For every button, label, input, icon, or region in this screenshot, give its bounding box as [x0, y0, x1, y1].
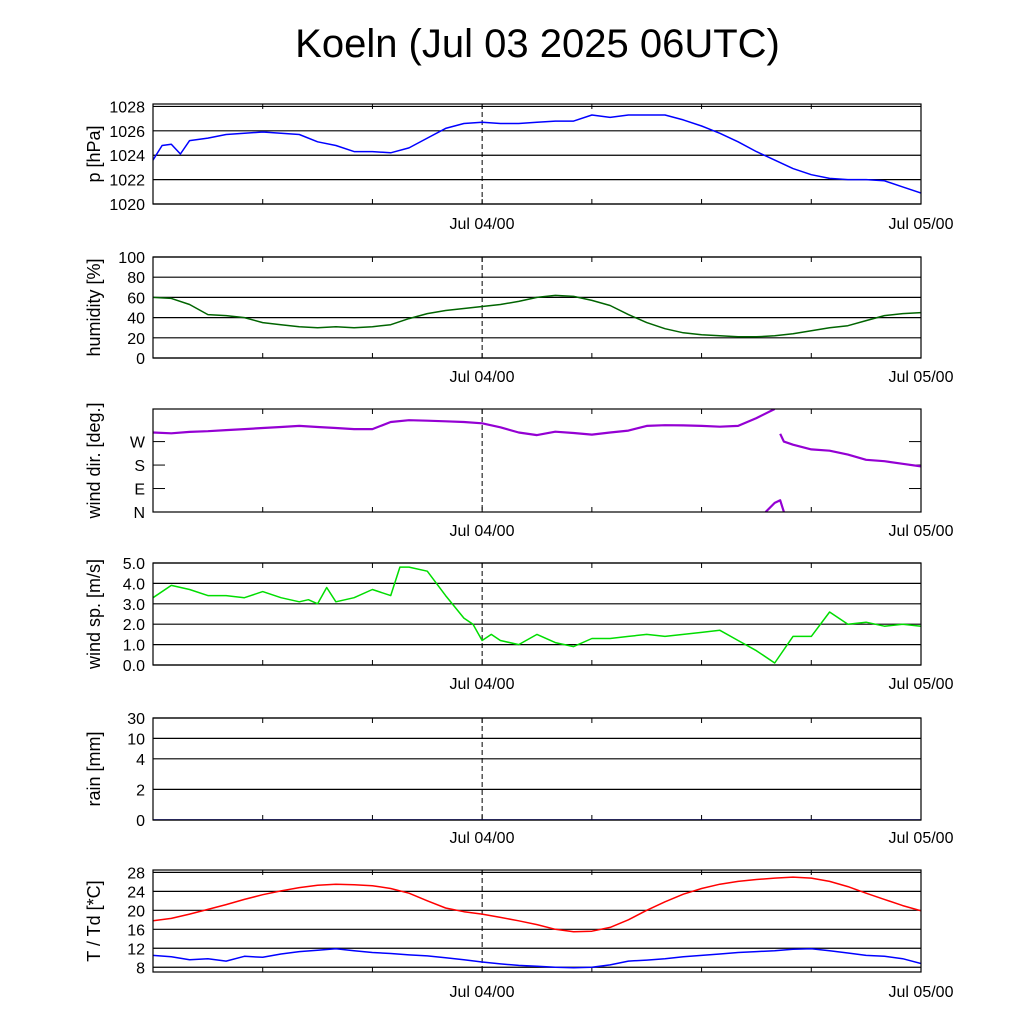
y-axis-label: rain [mm]	[84, 731, 104, 806]
y-tick-label: 1.0	[123, 638, 145, 655]
y-tick-label: 28	[127, 865, 145, 882]
y-tick-label: 40	[127, 311, 145, 328]
x-tick-label: Jul 05/00	[889, 369, 954, 386]
panel-frame	[152, 408, 922, 513]
y-tick-label: 0.0	[123, 658, 145, 675]
panel-0: 1020 1022 1024 1026 1028 p [hPa] Jul 04/00 Jul …	[84, 99, 954, 233]
series-line-0	[153, 566, 921, 664]
x-tick-label: Jul 05/00	[889, 216, 954, 233]
y-tick-label: 3.0	[123, 597, 145, 614]
panel-3: 0.0 1.0 2.0 3.0 4.0 5.0 wind sp. [m/s] Jul 04/0…	[84, 556, 954, 693]
y-tick-label: 0	[136, 351, 145, 368]
x-tick-label: Jul 04/00	[450, 216, 515, 233]
series-line-0	[153, 114, 921, 194]
y-tick-label: 2.0	[123, 617, 145, 634]
y-tick-label: 60	[127, 290, 145, 307]
y-tick-label: 20	[127, 331, 145, 348]
y-tick-label: 5.0	[123, 556, 145, 573]
panel-frame	[152, 717, 922, 821]
y-axis-label: wind sp. [m/s]	[84, 559, 104, 670]
chart-title: Koeln (Jul 03 2025 06UTC)	[295, 22, 780, 66]
y-tick-label: 100	[118, 250, 145, 267]
x-tick-label: Jul 04/00	[450, 676, 515, 693]
panel-frame	[152, 103, 922, 205]
x-tick-label: Jul 05/00	[889, 984, 954, 1001]
series-line-2	[764, 499, 785, 512]
y-tick-label: 16	[127, 922, 145, 939]
y-tick-label: 4	[136, 752, 145, 769]
y-axis-label: T / Td [*C]	[84, 880, 104, 961]
y-tick-label: 0	[136, 813, 145, 830]
panel-frame	[152, 562, 922, 666]
y-tick-label: 8	[136, 960, 145, 977]
x-tick-label: Jul 04/00	[450, 830, 515, 847]
y-tick-label: 80	[127, 270, 145, 287]
y-tick-label: 24	[127, 884, 145, 901]
y-tick-label: S	[134, 458, 145, 475]
x-tick-label: Jul 04/00	[450, 369, 515, 386]
y-axis-label: wind dir. [deg.]	[84, 402, 104, 519]
y-tick-label: 2	[136, 782, 145, 799]
y-tick-label: 1022	[109, 173, 145, 190]
y-tick-label: E	[134, 482, 145, 499]
y-tick-label: 1020	[109, 197, 145, 214]
y-tick-label: 1024	[109, 148, 145, 165]
series-line-1	[779, 433, 921, 468]
y-tick-label: N	[133, 505, 145, 522]
x-tick-label: Jul 04/00	[450, 523, 515, 540]
y-tick-label: 12	[127, 941, 145, 958]
panel-1: 0 20 40 60 80 100 humidity [%] Jul 04/00 Jul 05/…	[84, 250, 954, 386]
panel-5: 8 12 16 20 24 28 T / Td [*C] Jul 04/00 Jul 05/00	[84, 865, 954, 1001]
panel-4: 0 2 4 10 30 rain [mm] Jul 04/00 Jul 05/00	[84, 711, 954, 847]
y-tick-label: 1028	[109, 99, 145, 116]
x-tick-label: Jul 05/00	[889, 676, 954, 693]
series-line-0	[153, 409, 776, 437]
y-axis-label: p [hPa]	[84, 125, 104, 182]
y-tick-label: 20	[127, 903, 145, 920]
x-tick-label: Jul 05/00	[889, 523, 954, 540]
y-tick-label: 10	[127, 731, 145, 748]
y-tick-label: 1026	[109, 124, 145, 141]
series-line-0	[153, 294, 921, 338]
y-tick-label: 4.0	[123, 576, 145, 593]
panel-frame	[152, 256, 922, 359]
x-tick-label: Jul 05/00	[889, 830, 954, 847]
y-tick-label: 30	[127, 711, 145, 728]
series-line-1	[153, 948, 921, 969]
x-tick-label: Jul 04/00	[450, 984, 515, 1001]
panel-frame	[152, 869, 922, 973]
y-tick-label: W	[130, 435, 146, 452]
series-line-0	[153, 876, 921, 933]
y-axis-label: humidity [%]	[84, 258, 104, 356]
